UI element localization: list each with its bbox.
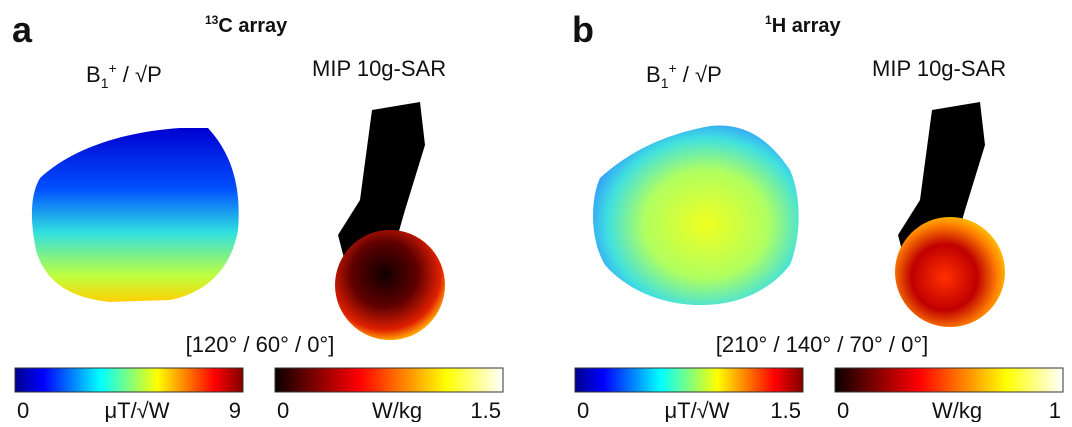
sar-map	[895, 217, 1005, 327]
colorbar	[15, 368, 243, 392]
phase-label: [210° / 140° / 70° / 0°]	[716, 332, 929, 357]
colorbar-max: 1	[1049, 398, 1061, 422]
b1-rest: / √P	[677, 62, 722, 87]
colorbar-unit: μT/√W	[664, 398, 729, 422]
colorbar-min: 0	[277, 398, 289, 422]
panel-title: 1H array	[765, 13, 842, 37]
title-text: C array	[218, 15, 288, 37]
title-sup: 13	[205, 13, 219, 27]
colorbar-max: 9	[229, 398, 241, 422]
b1-sup: +	[668, 60, 676, 76]
b1-rest: / √P	[117, 62, 162, 87]
b1-sub: 1	[661, 75, 669, 91]
b1-label: B1+ / √P	[86, 60, 162, 91]
colorbar-unit: W/kg	[932, 398, 982, 422]
b1-base: B	[646, 62, 661, 87]
phase-label: [120° / 60° / 0°]	[186, 332, 335, 357]
sar-label: MIP 10g-SAR	[312, 56, 446, 81]
colorbar-max: 1.5	[770, 398, 801, 422]
b1-label: B1+ / √P	[646, 60, 722, 91]
colorbar-unit: W/kg	[372, 398, 422, 422]
panel-letter: a	[12, 9, 33, 50]
b1-map	[32, 128, 239, 302]
colorbar	[835, 368, 1063, 392]
panel-title: 13C array	[205, 13, 288, 37]
colorbar-min: 0	[17, 398, 29, 422]
panel-letter: b	[572, 9, 594, 50]
colorbar-min: 0	[577, 398, 589, 422]
colorbar	[275, 368, 503, 392]
sar-map	[335, 230, 445, 340]
b1-sup: +	[108, 60, 116, 76]
title-text: H array	[772, 15, 842, 37]
colorbar-unit: μT/√W	[104, 398, 169, 422]
b1-sub: 1	[101, 75, 109, 91]
colorbar-min: 0	[837, 398, 849, 422]
colorbar	[575, 368, 803, 392]
sar-label: MIP 10g-SAR	[872, 56, 1006, 81]
b1-map	[593, 125, 799, 305]
figure: a13C arrayB1+ / √PMIP 10g-SAR[120° / 60°…	[0, 0, 1072, 422]
b1-base: B	[86, 62, 101, 87]
colorbar-max: 1.5	[470, 398, 501, 422]
